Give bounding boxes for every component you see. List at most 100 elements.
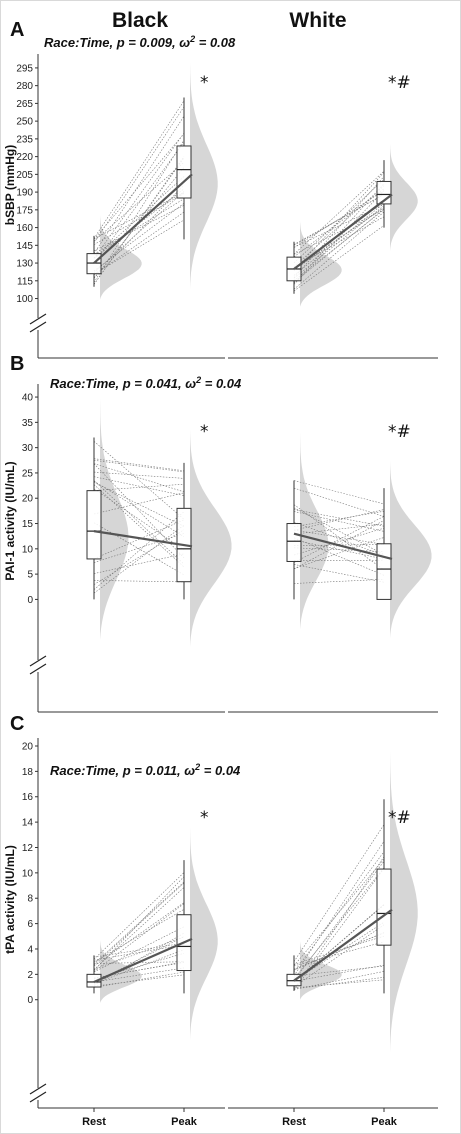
axis-break-mark [29, 1091, 47, 1103]
y-tick-label: 12 [22, 843, 34, 854]
individual-line [293, 851, 385, 973]
individual-line [293, 207, 385, 271]
individual-line [293, 935, 385, 965]
individual-line [293, 861, 385, 981]
y-tick-label: 160 [16, 223, 33, 234]
y-tick-label: 235 [16, 134, 33, 145]
individual-line [93, 944, 185, 961]
y-tick-label: 6 [27, 919, 33, 930]
individual-line [293, 509, 385, 531]
x-tick-rest-black: Rest [82, 1116, 106, 1128]
individual-line [93, 887, 185, 970]
y-tick-label: 2 [27, 970, 33, 981]
individual-line [93, 492, 185, 515]
y-tick-label: 4 [27, 944, 33, 955]
individual-line [293, 932, 385, 971]
individual-line [93, 184, 185, 278]
individual-line [93, 936, 185, 970]
violin-rest [300, 218, 342, 307]
significance-marker: *# [388, 808, 411, 828]
individual-line [293, 208, 385, 283]
individual-line [93, 176, 185, 259]
group-header-white: White [289, 9, 346, 32]
y-tick-label: 175 [16, 205, 33, 216]
panel-label: B [10, 353, 24, 375]
individual-line [93, 106, 185, 244]
axis-break-mark [29, 1083, 47, 1095]
individual-line [293, 979, 385, 989]
violin-peak [190, 826, 218, 1040]
y-tick-label: 250 [16, 117, 33, 128]
y-tick-label: 205 [16, 170, 33, 181]
individual-line [93, 460, 185, 473]
y-tick-label: 0 [27, 995, 33, 1006]
individual-line [93, 488, 185, 551]
individual-line [293, 170, 385, 255]
y-tick-label: 25 [22, 468, 34, 479]
individual-line [93, 553, 185, 574]
y-tick-label: 8 [27, 894, 33, 905]
y-tick-label: 10 [22, 544, 34, 555]
violin-peak [390, 143, 418, 252]
individual-line [293, 529, 385, 545]
individual-line [293, 539, 385, 560]
individual-line [293, 858, 385, 966]
violin-rest [100, 392, 129, 640]
individual-line [293, 932, 385, 970]
individual-line [93, 198, 185, 255]
individual-line [93, 529, 185, 585]
individual-line [93, 942, 185, 958]
mean-trend-line [293, 908, 393, 982]
individual-line [93, 132, 185, 259]
individual-line [293, 194, 385, 245]
group-white: *# [286, 750, 418, 1053]
y-tick-label: 5 [27, 570, 33, 581]
box-rest [86, 490, 102, 560]
individual-line [93, 480, 185, 538]
y-tick-label: 115 [17, 276, 33, 287]
individual-line [93, 211, 185, 276]
individual-line [293, 867, 385, 979]
panel-label: C [10, 713, 24, 735]
y-tick-label: 220 [16, 152, 33, 163]
panels: A100115130145160175190205220235250265280… [3, 19, 438, 1112]
axis-break-mark [29, 321, 47, 333]
group-black: * [86, 392, 232, 648]
violin-rest [300, 939, 342, 1000]
significance-marker: * [200, 422, 209, 442]
box-peak [376, 868, 392, 946]
individual-line [93, 193, 185, 245]
y-tick-label: 16 [22, 792, 34, 803]
individual-line [93, 463, 185, 493]
individual-line [93, 441, 185, 520]
mean-trend-line [293, 532, 393, 561]
individual-line [293, 941, 385, 967]
individual-line [93, 471, 185, 479]
individual-line [93, 484, 185, 568]
y-tick-label: 15 [22, 519, 34, 530]
individual-line [293, 924, 385, 988]
individual-line [93, 156, 185, 285]
individual-line [293, 537, 385, 576]
individual-line [93, 524, 185, 594]
box-peak [376, 543, 392, 600]
individual-line [293, 507, 385, 555]
axis-break-mark [29, 655, 47, 667]
individual-line [93, 519, 185, 560]
individual-line [93, 949, 185, 984]
x-tick-peak-white: Peak [371, 1116, 398, 1128]
individual-line [93, 936, 185, 983]
mean-trend-line [293, 193, 393, 270]
box-peak [176, 145, 192, 199]
individual-line [293, 516, 385, 563]
individual-line [293, 509, 385, 527]
individual-line [293, 209, 385, 255]
significance-marker: *# [388, 73, 411, 93]
individual-line [293, 216, 385, 268]
individual-line [93, 881, 185, 965]
box-rest [86, 973, 102, 988]
individual-line [93, 139, 185, 283]
panel-label: A [10, 19, 24, 41]
individual-line [93, 133, 185, 240]
